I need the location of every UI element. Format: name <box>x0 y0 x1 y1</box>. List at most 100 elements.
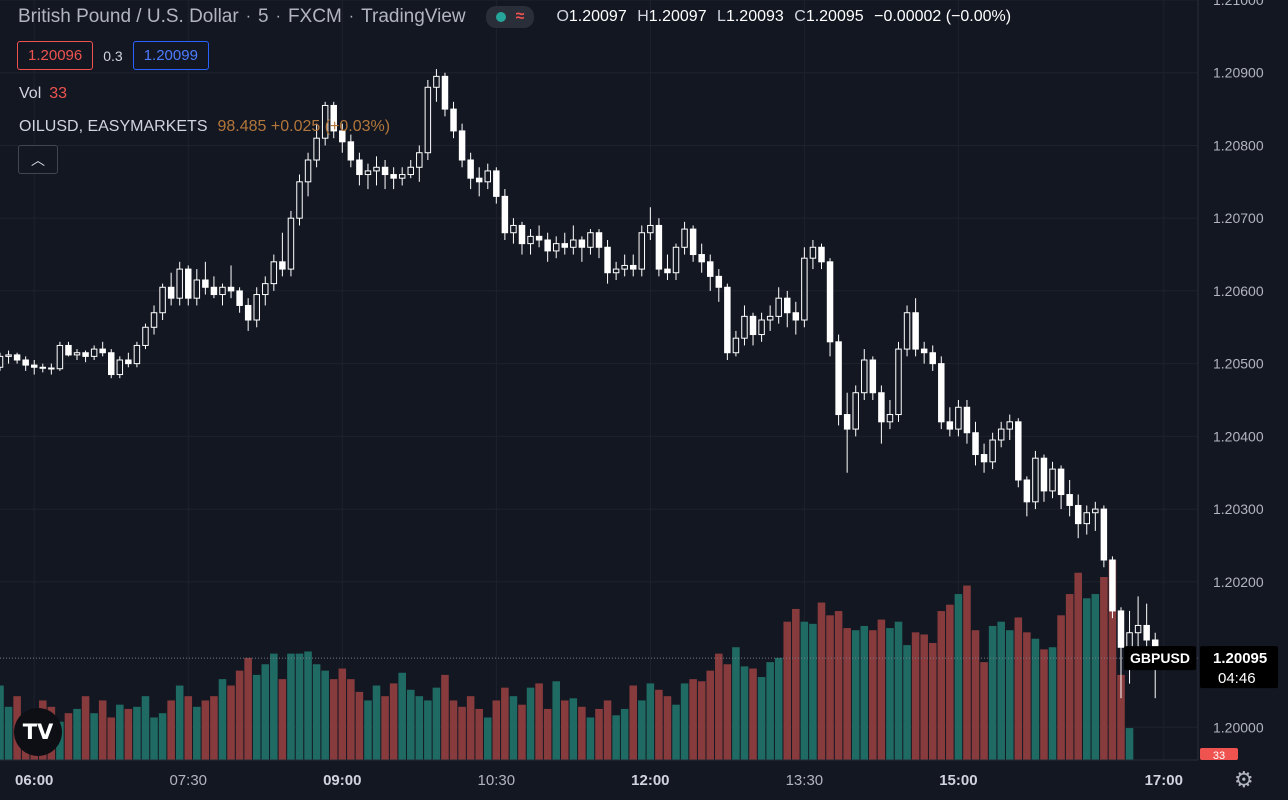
price-axis-label: 1.21000 <box>1213 0 1264 8</box>
candle-body <box>980 454 988 463</box>
volume-bar <box>543 708 552 760</box>
candle-body <box>364 170 372 176</box>
candle-body <box>852 392 859 430</box>
volume-bar <box>920 634 928 760</box>
candle-body <box>116 359 124 376</box>
volume-bar <box>124 708 133 760</box>
volume-bar <box>175 685 184 760</box>
time-axis-label: 13:30 <box>786 772 824 789</box>
volume-bar <box>4 706 13 760</box>
volume-bar <box>723 664 732 760</box>
volume-bar <box>1048 647 1057 760</box>
volume-bar <box>655 689 663 760</box>
low-label: L <box>717 8 726 25</box>
time-axis-label: 10:30 <box>478 772 516 789</box>
volume-bar <box>492 700 501 760</box>
collapse-legend-button[interactable]: ︿ <box>18 145 58 174</box>
candle-body <box>22 359 29 366</box>
candle-body <box>929 352 936 365</box>
price-axis-label: 1.20400 <box>1213 428 1264 444</box>
volume-bar <box>595 708 603 760</box>
candle-body <box>65 344 72 356</box>
gear-icon[interactable]: ⚙ <box>1234 767 1254 792</box>
candle-body <box>1049 468 1056 492</box>
candle-body <box>869 359 877 394</box>
tradingview-logo-icon[interactable]: TV <box>14 708 62 756</box>
candle-body <box>279 261 286 270</box>
candle-body <box>604 246 611 274</box>
data-delay-icon: ≈ <box>515 8 525 25</box>
market-status-pill[interactable]: ≈ <box>485 6 535 28</box>
candle-body <box>1109 559 1116 612</box>
candle-body <box>647 224 654 234</box>
volume-bar <box>509 696 518 760</box>
volume-bar <box>252 674 261 760</box>
candle-body <box>30 364 38 368</box>
volume-bar <box>432 687 441 760</box>
volume-bar <box>364 700 372 760</box>
candle-body <box>809 246 817 259</box>
candle-body <box>347 141 355 161</box>
volume-bar <box>424 700 432 760</box>
candle-body <box>578 239 586 248</box>
volume-bars <box>0 560 1134 760</box>
candle-body <box>655 224 663 270</box>
candle-body <box>587 232 594 248</box>
comparison-values: 98.485 +0.025 (+0.03%) <box>217 118 391 135</box>
volume-bar <box>1014 617 1023 760</box>
candle-body <box>724 286 731 354</box>
candle-body <box>895 348 902 416</box>
time-axis-label: 12:00 <box>631 772 669 789</box>
volume-bar <box>792 608 800 760</box>
candle-body <box>835 341 842 416</box>
candle-body <box>707 261 714 277</box>
volume-bar <box>483 717 492 760</box>
candle-body <box>595 232 603 248</box>
volume-bar <box>903 645 911 760</box>
trade-buttons: 1.20096 0.3 1.20099 <box>17 41 209 70</box>
change-value: −0.00002 (−0.00%) <box>874 8 1012 25</box>
candle-body <box>886 414 894 423</box>
symbol-name[interactable]: British Pound / U.S. Dollar <box>18 6 239 27</box>
candle-body <box>946 421 954 430</box>
volume-bar <box>64 713 73 760</box>
candle-body <box>561 243 569 248</box>
volume-bar <box>715 653 723 760</box>
volume-bar <box>603 700 612 760</box>
volume-bar <box>141 696 150 760</box>
candle-body <box>1134 624 1142 634</box>
candle-body <box>544 239 551 252</box>
candle-body <box>82 352 89 357</box>
bar-countdown: 04:46 <box>1218 670 1256 687</box>
candle-body <box>912 312 919 350</box>
candle-body <box>484 170 491 183</box>
last-volume-tag: 33 <box>1200 748 1238 762</box>
candle-body <box>296 181 303 219</box>
buy-button[interactable]: 1.20099 <box>132 41 209 70</box>
time-axis-background <box>0 760 1288 800</box>
candle-body <box>133 344 141 365</box>
volume-bar <box>347 679 355 760</box>
volume-bar <box>800 621 809 760</box>
candle-body <box>938 363 945 423</box>
symbol-legend: British Pound / U.S. Dollar · 5 · FXCM ·… <box>18 6 1017 28</box>
candle-body <box>766 315 774 321</box>
candle-body <box>792 312 800 321</box>
volume-bar <box>355 691 364 760</box>
candle-body <box>270 261 278 285</box>
candle-body <box>1100 508 1108 561</box>
volume-bar <box>732 647 740 760</box>
interval-label[interactable]: 5 <box>258 6 269 27</box>
volume-legend[interactable]: Vol 33 <box>19 85 67 103</box>
price-axis-label: 1.20900 <box>1213 65 1264 81</box>
comparison-legend[interactable]: OILUSD, EASYMARKETS 98.485 +0.025 (+0.03… <box>19 118 390 136</box>
candles <box>0 69 1168 699</box>
sell-button[interactable]: 1.20096 <box>17 41 94 70</box>
candle-body <box>681 228 688 248</box>
candle-body <box>1057 468 1065 496</box>
candle-body <box>775 297 782 317</box>
volume-bar <box>826 615 834 760</box>
volume-bar <box>946 604 954 760</box>
